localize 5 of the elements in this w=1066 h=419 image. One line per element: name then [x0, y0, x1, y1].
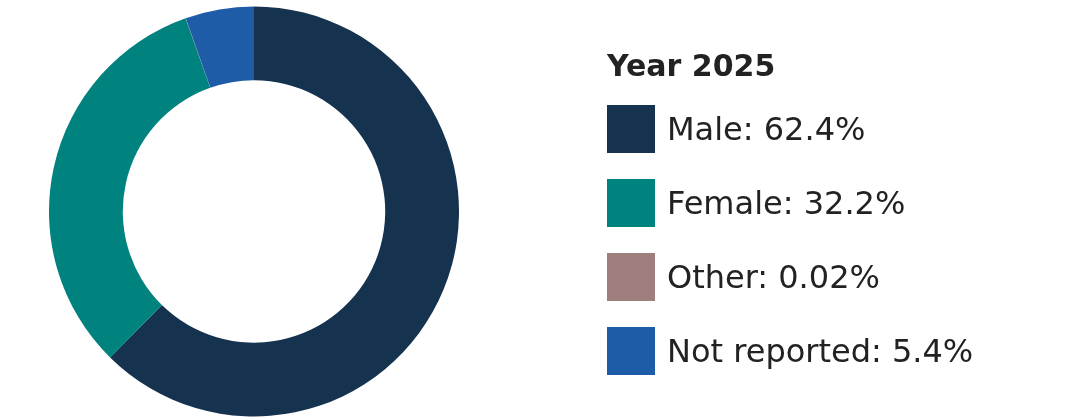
legend-label: Male: 62.4% [667, 110, 866, 148]
legend-label: Not reported: 5.4% [667, 332, 974, 370]
legend-label: Other: 0.02% [667, 258, 880, 296]
legend-title: Year 2025 [607, 48, 777, 83]
legend-label: Female: 32.2% [667, 184, 906, 222]
